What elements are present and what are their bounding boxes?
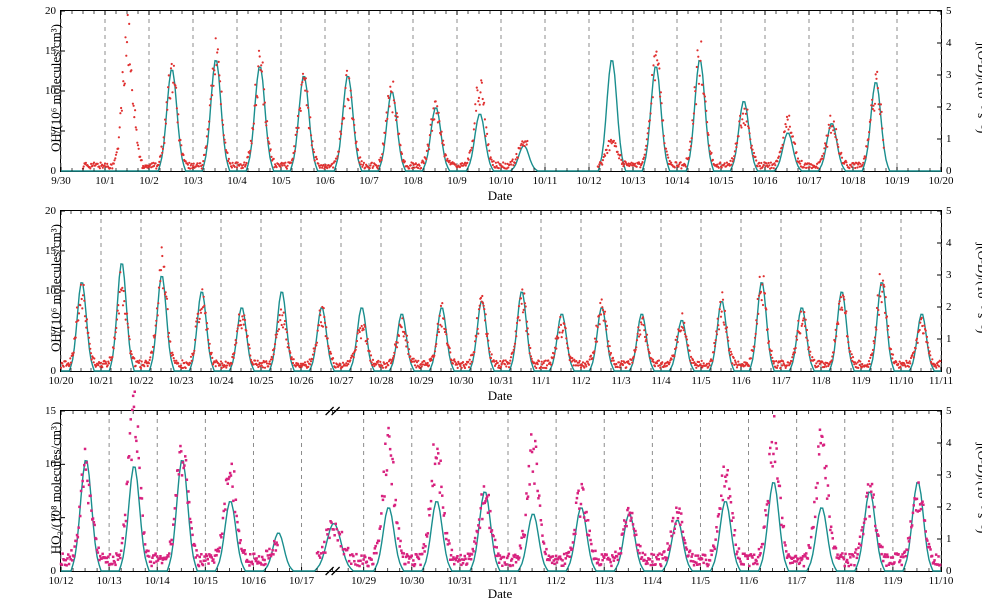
x-tick-label: 10/9 (447, 175, 467, 187)
x-tick-label: 10/13 (620, 175, 645, 187)
panel2-ylabel-right: j(O¹D)/(10⁻⁵ s⁻¹) (974, 208, 982, 368)
figure: 9/3010/110/210/310/410/510/610/710/810/9… (0, 0, 982, 592)
x-tick-label: 10/28 (368, 375, 393, 387)
x-tick-label: 10/16 (752, 175, 777, 187)
x-tick-label: 10/4 (227, 175, 247, 187)
x-tick-label: 10/23 (168, 375, 193, 387)
x-tick-label: 10/27 (328, 375, 353, 387)
x-tick-label: 11/4 (651, 375, 670, 387)
yr-tick-label: 2 (946, 101, 952, 113)
x-tick-label: 10/5 (271, 175, 291, 187)
panel2-svg (61, 211, 941, 371)
series-scatter (60, 391, 942, 568)
yr-tick-label: 1 (946, 133, 952, 145)
panel1-ylabel-right: j(O¹D)/(10⁻⁵ s⁻¹) (974, 8, 982, 168)
x-tick-label: 11/6 (731, 375, 750, 387)
x-tick-label: 10/14 (664, 175, 689, 187)
panel3-svg (61, 411, 941, 571)
x-tick-label: 11/1 (531, 375, 550, 387)
panel3-ylabel-right: j(O¹D)/(10⁻⁵ s⁻¹) (974, 408, 982, 568)
yr-tick-label: 4 (946, 437, 952, 449)
x-tick-label: 10/30 (448, 375, 473, 387)
x-tick-label: 10/25 (248, 375, 273, 387)
panel1-xlabel: Date (60, 188, 940, 204)
x-tick-label: 10/2 (139, 175, 159, 187)
x-tick-label: 10/3 (183, 175, 203, 187)
panel2-xlabel: Date (60, 388, 940, 404)
panel1-svg (61, 11, 941, 171)
yr-tick-label: 1 (946, 533, 952, 545)
yr-tick-label: 2 (946, 501, 952, 513)
x-tick-label: 10/15 (708, 175, 733, 187)
x-tick-label: 10/1 (95, 175, 115, 187)
panel-ho2: 10/1210/1310/1410/1510/1610/1710/2910/30… (60, 410, 942, 572)
yr-tick-label: 0 (946, 365, 952, 377)
panel-oh-b: 10/2010/2110/2210/2310/2410/2510/2610/27… (60, 210, 942, 372)
x-tick-label: 11/10 (889, 375, 914, 387)
x-tick-label: 10/22 (128, 375, 153, 387)
x-tick-label: 11/8 (811, 375, 830, 387)
x-tick-label: 10/31 (488, 375, 513, 387)
panel2-ylabel-left: OH/(10⁶ molecules/cm³) (48, 188, 64, 388)
x-tick-label: 10/18 (840, 175, 865, 187)
x-tick-label: 10/24 (208, 375, 233, 387)
yr-tick-label: 3 (946, 69, 952, 81)
panel-oh-a: 9/3010/110/210/310/410/510/610/710/810/9… (60, 10, 942, 172)
x-tick-label: 10/21 (88, 375, 113, 387)
yr-tick-label: 5 (946, 5, 952, 17)
x-tick-label: 10/19 (884, 175, 909, 187)
x-tick-label: 10/29 (408, 375, 433, 387)
series-scatter (82, 14, 885, 170)
x-tick-label: 11/3 (611, 375, 630, 387)
x-tick-label: 10/8 (403, 175, 423, 187)
x-tick-label: 11/9 (851, 375, 870, 387)
yr-tick-label: 4 (946, 237, 952, 249)
yr-tick-label: 3 (946, 269, 952, 281)
yr-tick-label: 3 (946, 469, 952, 481)
x-tick-label: 10/6 (315, 175, 335, 187)
x-tick-label: 11/2 (571, 375, 590, 387)
yr-tick-label: 1 (946, 333, 952, 345)
x-tick-label: 11/7 (771, 375, 790, 387)
x-tick-label: 10/26 (288, 375, 313, 387)
x-tick-label: 10/10 (488, 175, 513, 187)
yr-tick-label: 5 (946, 205, 952, 217)
panel1-ylabel-left: OH/(10⁶ molecules/cm³) (48, 0, 64, 188)
panel3-ylabel-left: HO₂/(10⁸ molecules/cm³) (48, 388, 64, 588)
panel3-xlabel: Date (60, 586, 940, 602)
yr-tick-label: 0 (946, 565, 952, 577)
x-tick-label: 10/7 (359, 175, 379, 187)
x-tick-label: 10/12 (576, 175, 601, 187)
yr-tick-label: 0 (946, 165, 952, 177)
x-tick-label: 10/17 (796, 175, 821, 187)
yr-tick-label: 4 (946, 37, 952, 49)
yr-tick-label: 2 (946, 301, 952, 313)
x-tick-label: 10/11 (533, 175, 558, 187)
x-tick-label: 11/5 (691, 375, 710, 387)
yr-tick-label: 5 (946, 405, 952, 417)
